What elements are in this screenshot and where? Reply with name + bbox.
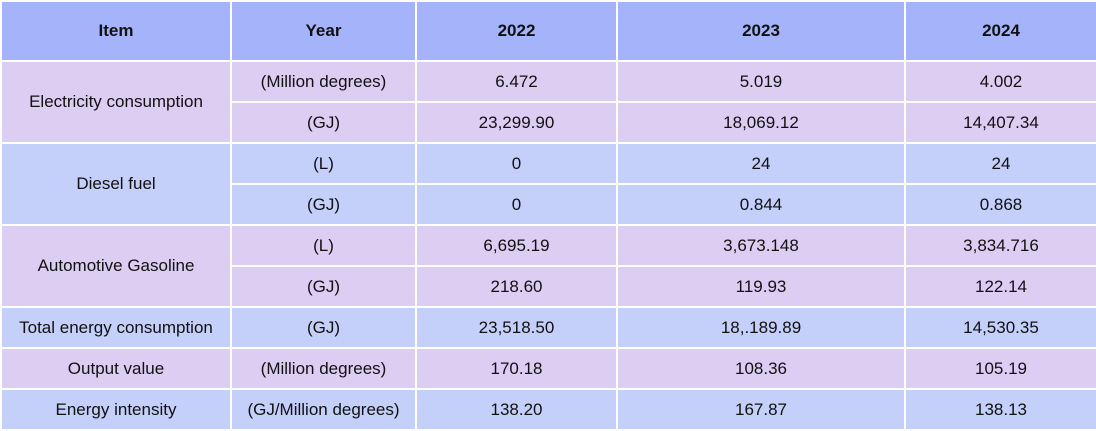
cell-2022: 0 [415,142,618,185]
cell-2024: 0.868 [904,183,1096,226]
row-item-energy-intensity: Energy intensity [0,388,232,431]
cell-2022: 170.18 [415,347,618,390]
cell-2023: 167.87 [616,388,906,431]
row-unit: (GJ/Million degrees) [230,388,417,431]
cell-2024: 122.14 [904,265,1096,308]
table-row: Electricity consumption (Million degrees… [0,60,1096,144]
cell-2023: 18,.189.89 [616,306,906,349]
cell-2023: 5.019 [616,60,906,103]
row-unit: (Million degrees) [230,60,417,103]
cell-2024: 14,530.35 [904,306,1096,349]
table-row: Output value (Million degrees) 170.18 10… [0,347,1096,390]
cell-2024: 105.19 [904,347,1096,390]
header-year-2022: 2022 [415,0,618,62]
cell-2024: 4.002 [904,60,1096,103]
cell-2023: 3,673.148 [616,224,906,267]
header-year-2024: 2024 [904,0,1096,62]
header-year: Year [230,0,417,62]
row-item-total-energy: Total energy consumption [0,306,232,349]
cell-2022: 0 [415,183,618,226]
row-item-diesel: Diesel fuel [0,142,232,226]
table-row: Diesel fuel (L) 0 24 24 [0,142,1096,226]
cell-2023: 24 [616,142,906,185]
header-item: Item [0,0,232,62]
cell-2022: 6,695.19 [415,224,618,267]
row-item-gasoline: Automotive Gasoline [0,224,232,308]
table-row: Energy intensity (GJ/Million degrees) 13… [0,388,1096,431]
cell-2022: 23,299.90 [415,101,618,144]
row-unit: (L) [230,224,417,267]
row-item-output-value: Output value [0,347,232,390]
row-unit: (GJ) [230,101,417,144]
table-row: (GJ) 0 0.844 0.868 [1,183,1096,226]
cell-2023: 18,069.12 [616,101,906,144]
row-unit: (GJ) [230,183,417,226]
cell-2022: 138.20 [415,388,618,431]
table-row: Total energy consumption (GJ) 23,518.50 … [0,306,1096,349]
table-row: Automotive Gasoline (L) 6,695.19 3,673.1… [0,224,1096,308]
cell-2023: 119.93 [616,265,906,308]
table-row: (GJ) 218.60 119.93 122.14 [1,265,1096,308]
cell-2022: 6.472 [415,60,618,103]
row-unit: (GJ) [230,306,417,349]
table-row: (GJ) 23,299.90 18,069.12 14,407.34 [1,101,1096,144]
cell-2024: 138.13 [904,388,1096,431]
row-item-electricity: Electricity consumption [0,60,232,144]
cell-2022: 218.60 [415,265,618,308]
cell-2024: 3,834.716 [904,224,1096,267]
cell-2024: 24 [904,142,1096,185]
header-year-2023: 2023 [616,0,906,62]
row-unit: (GJ) [230,265,417,308]
cell-2023: 108.36 [616,347,906,390]
row-unit: (L) [230,142,417,185]
cell-2022: 23,518.50 [415,306,618,349]
cell-2024: 14,407.34 [904,101,1096,144]
row-unit: (Million degrees) [230,347,417,390]
header-row: Item Year 2022 2023 2024 [0,0,1096,62]
cell-2023: 0.844 [616,183,906,226]
